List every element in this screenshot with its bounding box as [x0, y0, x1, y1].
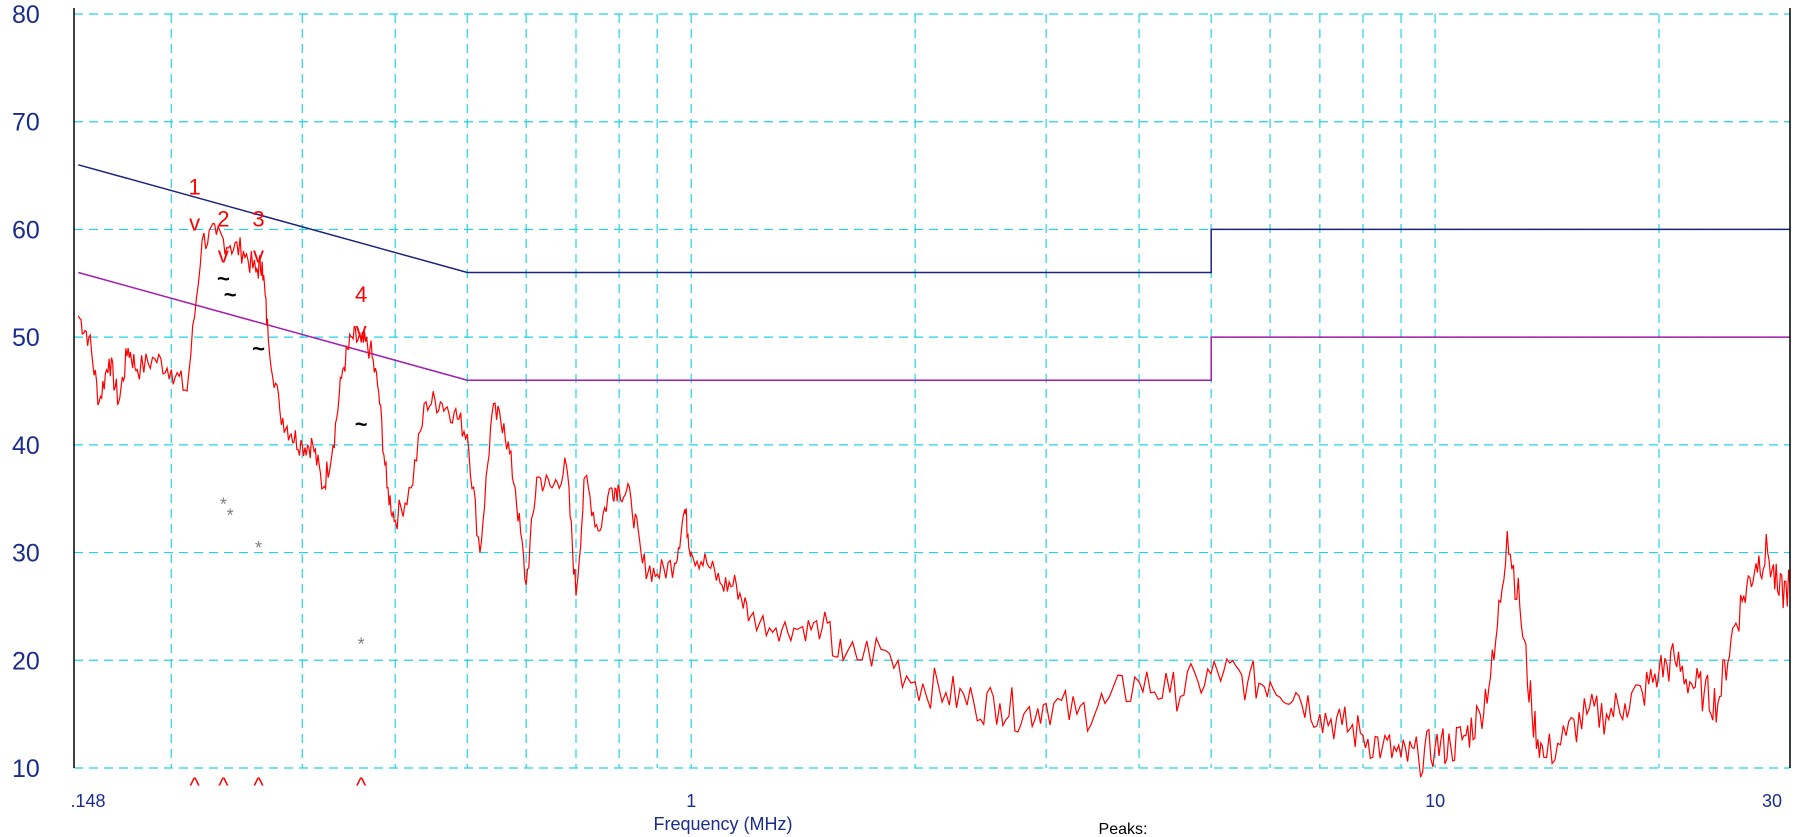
x-tick-label: 10: [1425, 791, 1445, 811]
qp-reading-mark: ~: [224, 282, 237, 307]
x-tick-label: .148: [70, 791, 105, 811]
y-tick-label: 20: [12, 647, 40, 675]
grid-lines: [74, 13, 1791, 769]
avg-reading-mark: *: [255, 538, 262, 558]
qp-reading-mark: ~: [252, 336, 265, 361]
avg-reading-mark: *: [358, 635, 365, 655]
peak-markers: 1v^2v^3v^4v^: [189, 174, 368, 798]
qp-reading-mark: ~: [355, 411, 368, 436]
x-tick-label: 1: [686, 791, 696, 811]
avg-reading-mark: *: [227, 505, 234, 525]
limit-line-qp_limit: [78, 164, 1790, 274]
peak-axis-marker: ^: [356, 773, 367, 798]
y-tick-label: 30: [12, 540, 40, 568]
y-tick-labels: 10 20 30 40 50 60 70 80: [12, 1, 40, 783]
limit-lines: [78, 164, 1790, 381]
peak-marker-label: 4: [355, 282, 367, 307]
peak-axis-marker: ^: [189, 773, 200, 798]
peak-axis-marker: ^: [253, 773, 264, 798]
readings-layer: ~~~~****: [217, 266, 368, 655]
peak-marker-label: 1: [189, 174, 201, 199]
avg-reading-mark: *: [220, 495, 227, 515]
peak-marker-symbol: v: [189, 210, 200, 235]
peak-marker-label: 2: [217, 207, 229, 232]
x-tick-labels: .148 1 10 30: [70, 791, 1782, 811]
y-tick-label: 80: [12, 1, 40, 29]
axes: [73, 8, 1791, 768]
peak-marker-symbol: v: [218, 243, 229, 268]
y-tick-label: 50: [12, 324, 40, 352]
x-axis-label: Frequency (MHz): [653, 814, 792, 834]
peak-marker-symbol: v: [253, 243, 264, 268]
peak-trace: [77, 222, 1791, 778]
y-tick-label: 40: [12, 432, 40, 460]
y-tick-label: 10: [12, 755, 40, 783]
x-tick-label: 30: [1762, 791, 1782, 811]
trace-peak_scan: [77, 222, 1791, 778]
peak-marker-label: 3: [252, 207, 264, 232]
y-tick-label: 70: [12, 109, 40, 137]
peak-axis-marker: ^: [218, 773, 229, 798]
limit-line-avg_limit: [78, 271, 1790, 381]
peaks-label: Peaks:: [1099, 821, 1148, 837]
qp-reading-mark: ~: [217, 266, 230, 291]
peak-marker-symbol: v: [356, 318, 367, 343]
y-tick-label: 60: [12, 216, 40, 244]
